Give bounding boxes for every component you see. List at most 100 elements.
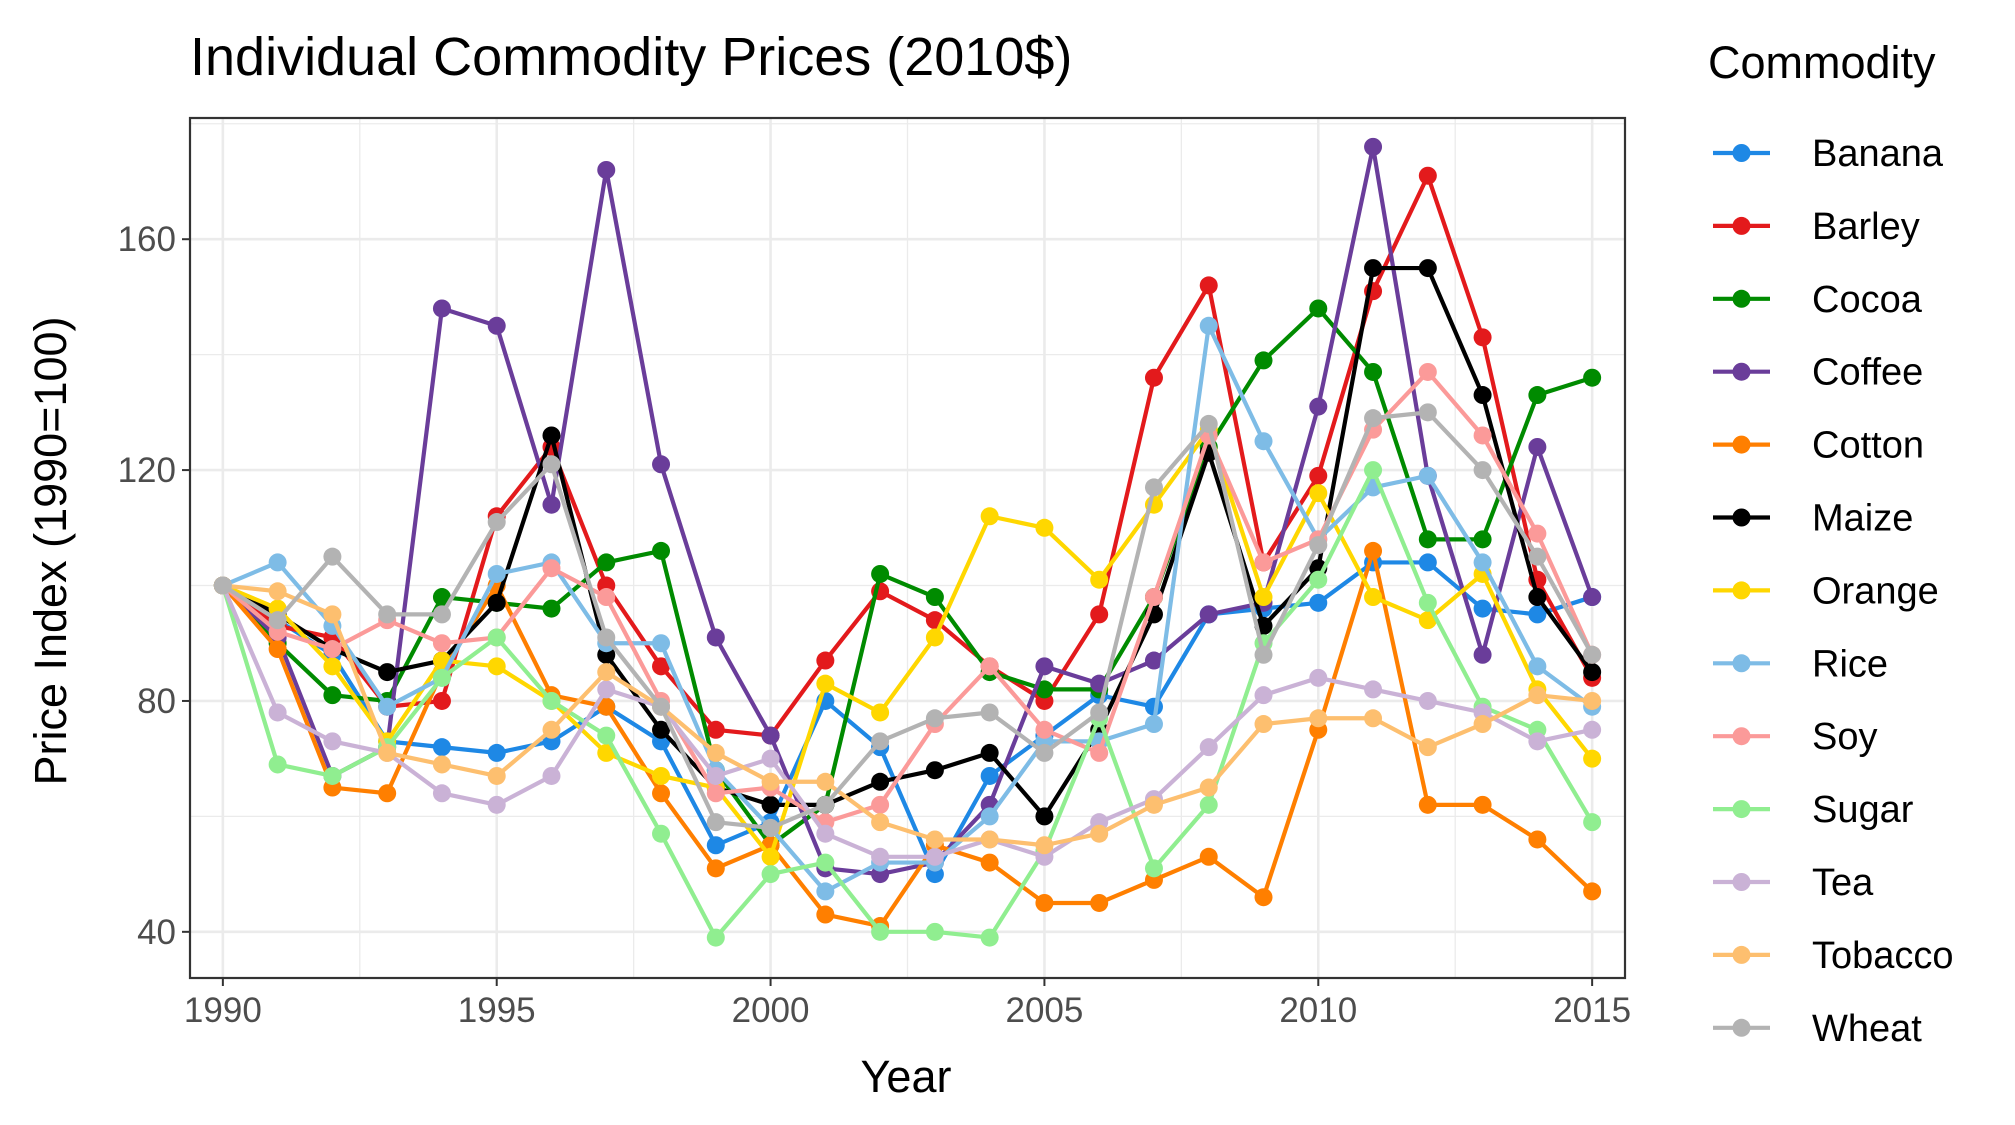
- data-point-barley: [432, 691, 451, 710]
- data-point-wheat: [1090, 703, 1109, 722]
- data-point-tobacco: [1035, 836, 1054, 855]
- plot-panel: [188, 116, 1627, 980]
- legend-label: Cocoa: [1812, 279, 1923, 321]
- data-point-soy: [706, 784, 725, 803]
- data-point-tea: [925, 847, 944, 866]
- data-point-rice: [268, 553, 287, 572]
- y-tick-label: 120: [118, 451, 176, 490]
- legend-key-point: [1732, 508, 1751, 527]
- legend-label: Orange: [1812, 570, 1939, 612]
- data-point-soy: [871, 795, 890, 814]
- data-point-sugar: [816, 853, 835, 872]
- x-tick-label: 2015: [1553, 991, 1631, 1030]
- data-point-wheat: [1035, 743, 1054, 762]
- data-point-orange: [816, 674, 835, 693]
- legend-item-tobacco: Tobacco: [1713, 935, 1954, 977]
- data-point-orange: [761, 847, 780, 866]
- data-point-cotton: [1254, 888, 1273, 907]
- data-point-cotton: [706, 859, 725, 878]
- data-point-wheat: [1199, 414, 1218, 433]
- series-line-soy: [221, 369, 1595, 825]
- data-point-tobacco: [925, 830, 944, 849]
- data-point-tobacco: [597, 663, 616, 682]
- data-point-tobacco: [980, 830, 999, 849]
- series-wheat: [213, 403, 1602, 837]
- y-tick-label: 160: [118, 220, 176, 259]
- data-point-wheat: [1254, 645, 1273, 664]
- data-point-wheat: [1473, 461, 1492, 480]
- data-point-cocoa: [1473, 530, 1492, 549]
- data-point-wheat: [816, 795, 835, 814]
- legend-item-soy: Soy: [1713, 716, 1877, 758]
- data-point-cocoa: [323, 686, 342, 705]
- data-point-sugar: [1418, 593, 1437, 612]
- data-point-sugar: [871, 922, 890, 941]
- legend-key-point: [1732, 873, 1751, 891]
- chart-title: Individual Commodity Prices (2010$): [190, 27, 1072, 87]
- data-point-cocoa: [1528, 386, 1547, 405]
- series-line-sugar: [220, 467, 1594, 940]
- data-point-wheat: [925, 709, 944, 728]
- data-point-soy: [597, 588, 616, 607]
- data-point-coffee: [1309, 397, 1328, 416]
- data-point-rice: [652, 634, 671, 653]
- data-point-tobacco: [487, 766, 506, 785]
- data-point-rice: [980, 807, 999, 826]
- data-point-orange: [597, 743, 616, 762]
- data-point-maize: [761, 795, 780, 814]
- data-point-soy: [1090, 743, 1109, 762]
- data-point-maize: [1473, 386, 1492, 405]
- data-point-sugar: [980, 928, 999, 947]
- data-point-tobacco: [1254, 715, 1273, 734]
- data-point-wheat: [1528, 547, 1547, 566]
- data-point-tobacco: [706, 743, 725, 762]
- data-point-tea: [1199, 738, 1218, 757]
- data-point-barley: [1473, 328, 1492, 347]
- data-point-tea: [487, 795, 506, 814]
- data-point-soy: [980, 657, 999, 676]
- data-point-barley: [652, 657, 671, 676]
- data-point-cotton: [816, 905, 835, 924]
- data-point-tea: [761, 749, 780, 768]
- data-point-sugar: [652, 824, 671, 843]
- legend-key-point: [1732, 654, 1751, 673]
- data-point-wheat: [980, 703, 999, 722]
- data-point-coffee: [1528, 437, 1547, 456]
- data-point-wheat: [761, 818, 780, 837]
- legend-key-point: [1732, 144, 1751, 162]
- data-point-coffee: [1144, 651, 1163, 670]
- data-point-orange: [487, 657, 506, 676]
- data-point-tobacco: [1583, 691, 1602, 710]
- legend-key-point: [1732, 435, 1751, 454]
- data-point-wheat: [706, 813, 725, 832]
- data-point-cotton: [1090, 893, 1109, 912]
- legend-item-wheat: Wheat: [1713, 1008, 1922, 1050]
- data-point-soy: [323, 640, 342, 659]
- data-point-tobacco: [268, 582, 287, 601]
- panel-border: [188, 116, 1627, 980]
- data-point-rice: [1418, 466, 1437, 485]
- data-point-maize: [378, 663, 397, 682]
- data-point-sugar: [1364, 461, 1383, 480]
- series-line-tea: [220, 584, 1593, 859]
- data-point-cocoa: [1583, 368, 1602, 387]
- data-point-tea: [1528, 732, 1547, 751]
- legend-label: Tea: [1812, 862, 1874, 904]
- data-point-tobacco: [542, 720, 561, 739]
- data-point-tobacco: [432, 755, 451, 774]
- data-point-cocoa: [652, 541, 671, 560]
- data-point-barley: [1144, 368, 1163, 387]
- data-point-orange: [980, 507, 999, 526]
- data-point-sugar: [542, 691, 561, 710]
- data-point-orange: [1090, 570, 1109, 589]
- data-point-orange: [1254, 588, 1273, 607]
- data-point-tea: [706, 766, 725, 785]
- data-point-banana: [980, 766, 999, 785]
- series-line-maize: [221, 265, 1594, 819]
- data-point-tea: [542, 766, 561, 785]
- data-point-wheat: [213, 576, 232, 595]
- series-line-coffee: [221, 144, 1595, 877]
- data-point-coffee: [1473, 645, 1492, 664]
- data-point-sugar: [268, 755, 287, 774]
- data-point-wheat: [268, 611, 287, 630]
